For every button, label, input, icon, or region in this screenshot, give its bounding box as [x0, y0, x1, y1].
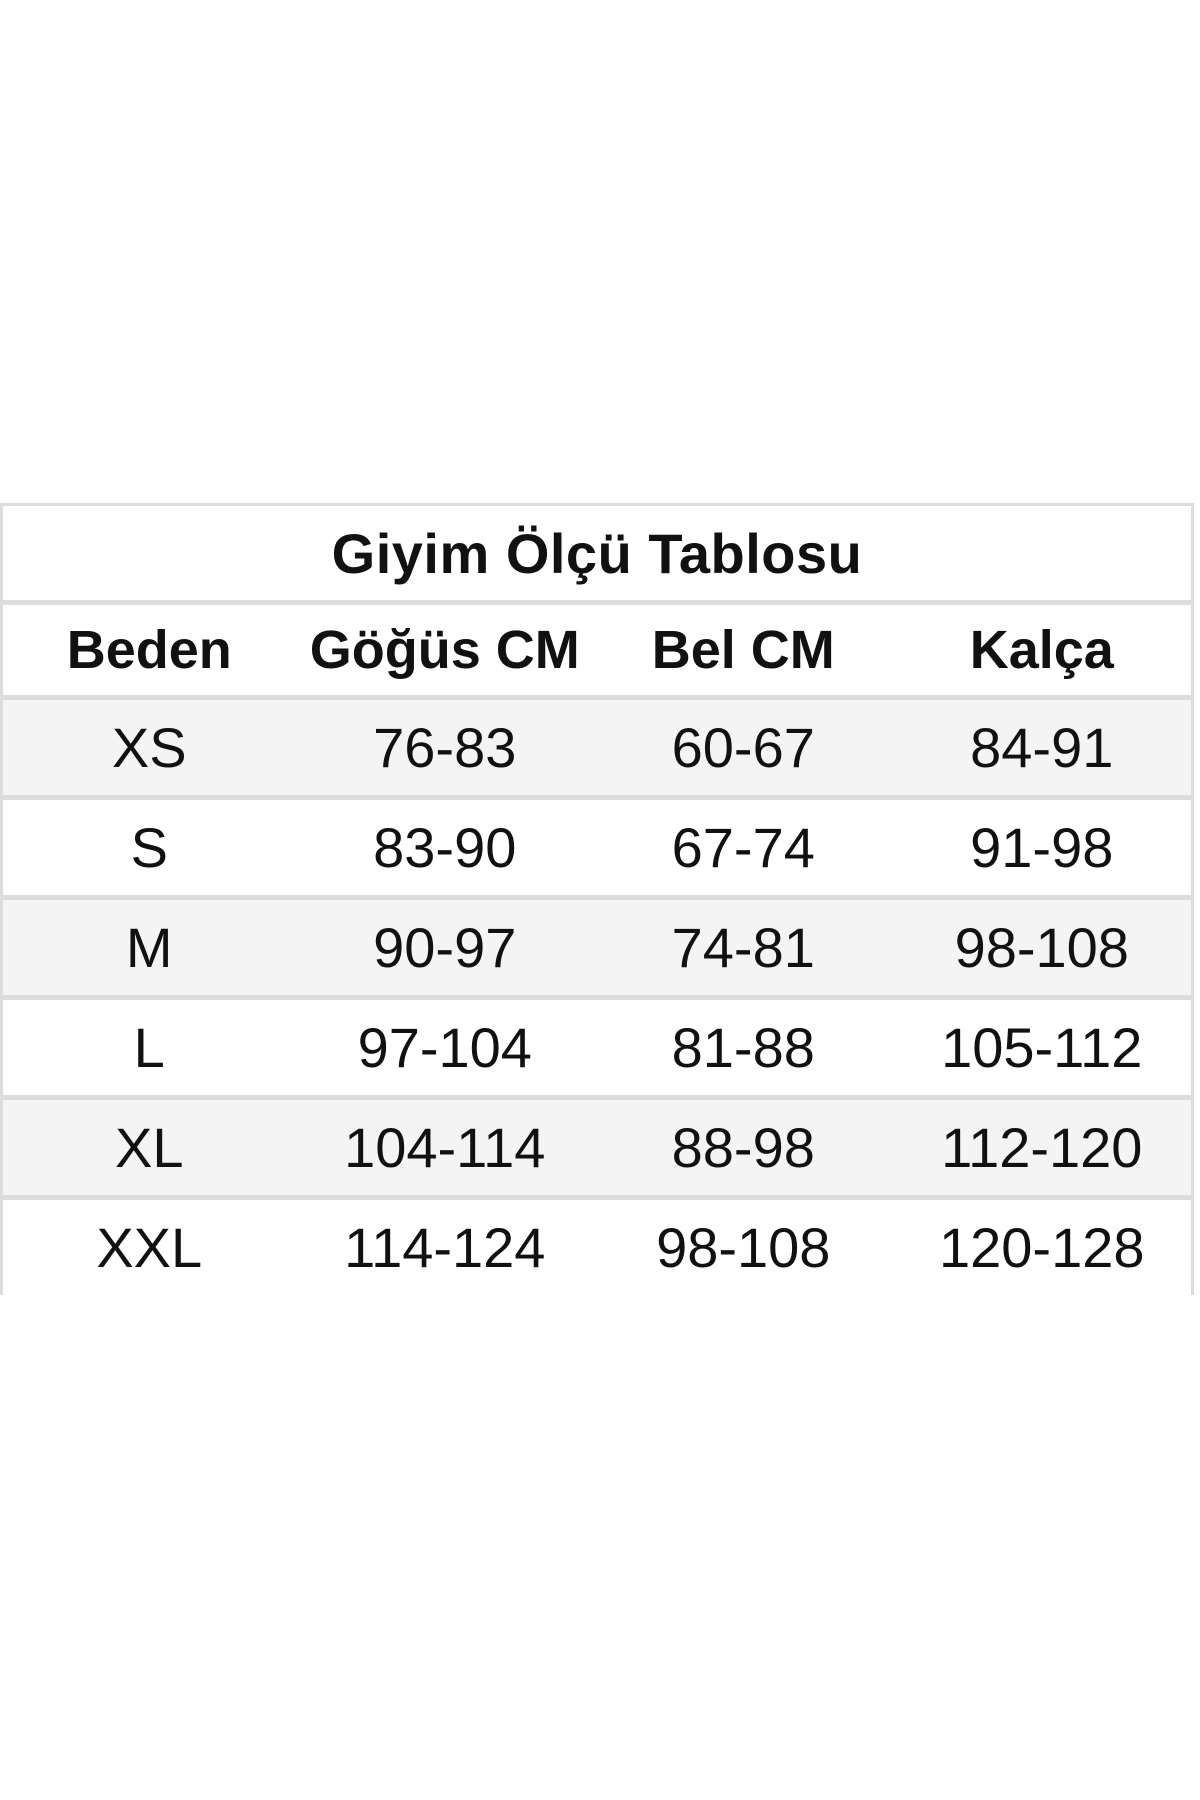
cell-waist: 88-98 [671, 1116, 815, 1179]
header-chest: Göğüs CM [309, 620, 580, 680]
cell-waist: 81-88 [671, 1016, 815, 1079]
cell-hip: 98-108 [954, 916, 1129, 979]
table-row: M 90-97 74-81 98-108 [3, 900, 1191, 995]
cell-hip: 120-128 [939, 1216, 1145, 1279]
cell-waist: 67-74 [671, 816, 815, 879]
table-title: Giyim Ölçü Tablosu [331, 521, 863, 585]
cell-chest: 76-83 [373, 716, 517, 779]
cell-chest: 97-104 [357, 1016, 532, 1079]
cell-hip: 84-91 [970, 716, 1114, 779]
title-row: Giyim Ölçü Tablosu [3, 506, 1191, 600]
header-size: Beden [66, 620, 232, 680]
cell-size: XS [111, 716, 187, 779]
table-row: XL 104-114 88-98 112-120 [3, 1100, 1191, 1195]
table-row: XXL 114-124 98-108 120-128 [3, 1200, 1191, 1295]
table-row: S 83-90 67-74 91-98 [3, 800, 1191, 895]
cell-chest: 83-90 [373, 816, 517, 879]
header-waist: Bel CM [651, 620, 835, 680]
cell-waist: 98-108 [656, 1216, 831, 1279]
size-chart-table: Giyim Ölçü Tablosu Beden Göğüs CM Bel CM… [0, 503, 1194, 1295]
cell-size: M [125, 916, 173, 979]
table-row: XS 76-83 60-67 84-91 [3, 700, 1191, 795]
header-row: Beden Göğüs CM Bel CM Kalça [3, 605, 1191, 695]
cell-size: XL [115, 1116, 184, 1179]
cell-hip: 91-98 [970, 816, 1114, 879]
header-hip: Kalça [969, 620, 1114, 680]
cell-chest: 114-124 [344, 1216, 546, 1279]
cell-chest: 90-97 [373, 916, 517, 979]
cell-size: L [133, 1016, 165, 1079]
cell-size: S [130, 816, 168, 879]
cell-hip: 112-120 [941, 1116, 1143, 1179]
table-row: L 97-104 81-88 105-112 [3, 1000, 1191, 1095]
cell-waist: 74-81 [671, 916, 815, 979]
cell-size: XXL [96, 1216, 203, 1279]
cell-hip: 105-112 [941, 1016, 1143, 1079]
cell-chest: 104-114 [344, 1116, 546, 1179]
cell-waist: 60-67 [671, 716, 815, 779]
